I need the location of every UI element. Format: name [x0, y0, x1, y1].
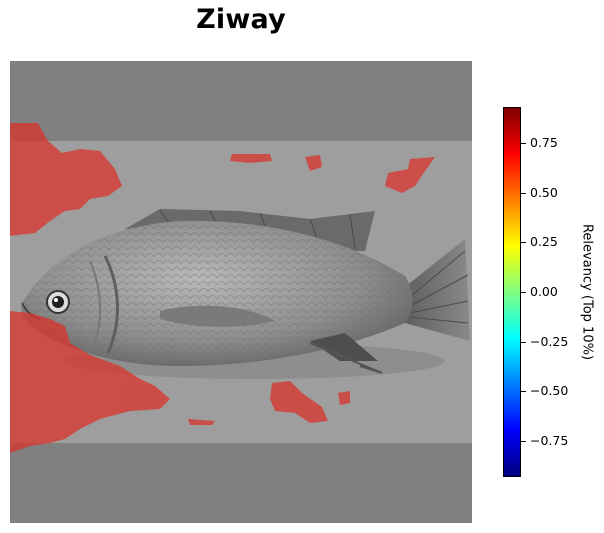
colorbar-tick — [521, 192, 526, 194]
colorbar-tick-label: 0.75 — [530, 134, 558, 150]
relevancy-overlay — [10, 123, 435, 453]
colorbar-tick — [521, 242, 526, 244]
colorbar-tick — [521, 391, 526, 393]
fish-relevancy-image — [10, 61, 472, 523]
figure-title: Ziway — [196, 4, 286, 35]
colorbar-tick-label: −0.25 — [530, 333, 569, 349]
colorbar-gradient — [503, 107, 521, 477]
colorbar-label: Relevancy (Top 10%) — [579, 223, 595, 361]
colorbar-tick-label: 0.50 — [530, 184, 558, 200]
colorbar-tick-label: −0.50 — [530, 383, 569, 399]
tail-fin — [390, 239, 470, 341]
colorbar-tick-label: 0.25 — [530, 234, 558, 250]
colorbar: 0.75 0.50 0.25 0.00 −0.25 −0.50 −0.75 — [503, 107, 568, 477]
colorbar-tick — [521, 292, 526, 293]
colorbar-tick — [521, 142, 526, 144]
colorbar-tick — [521, 441, 526, 443]
pectoral-fin — [160, 305, 275, 327]
anal-fin — [310, 333, 378, 361]
colorbar-tick-label: −0.75 — [530, 433, 569, 449]
colorbar-tick — [521, 341, 526, 343]
colorbar-tick-label: 0.00 — [530, 284, 558, 299]
